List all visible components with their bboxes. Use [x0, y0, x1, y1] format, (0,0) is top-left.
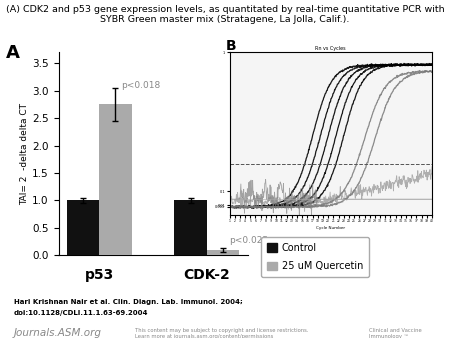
Legend: Control, 25 uM Quercetin: Control, 25 uM Quercetin: [261, 237, 369, 277]
Text: p<0.018: p<0.018: [121, 81, 160, 90]
Y-axis label: TAI= 2  -delta delta CT: TAI= 2 -delta delta CT: [20, 103, 29, 205]
Text: SYBR Green master mix (Stratagene, La Jolla, Calif.).: SYBR Green master mix (Stratagene, La Jo…: [100, 15, 350, 24]
Bar: [175, 200, 207, 255]
Text: Journals.ASM.org: Journals.ASM.org: [14, 328, 102, 338]
X-axis label: Cycle Number: Cycle Number: [316, 225, 345, 230]
Bar: [67, 200, 99, 255]
Text: B: B: [225, 40, 236, 53]
Bar: [99, 104, 131, 255]
Text: Hari Krishnan Nair et al. Clin. Diagn. Lab. Immunol. 2004;: Hari Krishnan Nair et al. Clin. Diagn. L…: [14, 299, 242, 305]
Text: p<0.025: p<0.025: [229, 236, 268, 245]
Text: This content may be subject to copyright and license restrictions.
Learn more at: This content may be subject to copyright…: [135, 328, 309, 338]
Title: Rn vs Cycles: Rn vs Cycles: [315, 46, 346, 51]
Text: doi:10.1128/CDLI.11.1.63-69.2004: doi:10.1128/CDLI.11.1.63-69.2004: [14, 310, 148, 316]
Bar: [207, 250, 239, 255]
Text: (A) CDK2 and p53 gene expression levels, as quantitated by real-time quantitativ: (A) CDK2 and p53 gene expression levels,…: [6, 5, 444, 14]
Text: Clinical and Vaccine
Immunology ™: Clinical and Vaccine Immunology ™: [369, 328, 422, 338]
Text: A: A: [5, 44, 19, 62]
